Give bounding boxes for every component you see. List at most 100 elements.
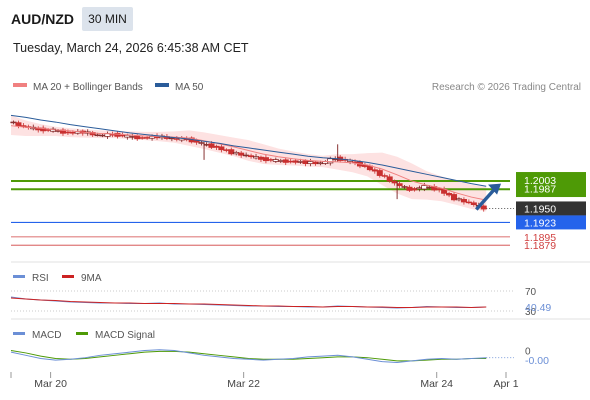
candle-body (312, 161, 319, 165)
level-label-bg-pivot (516, 215, 586, 230)
candle-body (470, 202, 477, 206)
x-tick-label: Mar 20 (34, 378, 67, 390)
candle-body (218, 146, 225, 151)
candle-body (119, 134, 126, 137)
candle-body (297, 161, 304, 163)
macd-panel: 0-0.00 (10, 347, 549, 367)
candle-body (203, 144, 210, 146)
x-tick-label: Mar 24 (420, 378, 453, 390)
level-label-resistance: 1.1987 (524, 183, 556, 195)
candle-body (238, 152, 245, 156)
candle-body (228, 149, 235, 155)
candle-body (168, 137, 175, 140)
candle-body (253, 156, 260, 159)
level-label-bg-resistance (516, 172, 586, 198)
candle-body (317, 162, 324, 165)
macd-signal-legend-swatch (76, 332, 88, 335)
level-label-support: 1.1879 (524, 240, 556, 252)
candle-body (223, 149, 230, 151)
macd-legend-label: MACD (32, 330, 61, 341)
candle-body (421, 185, 428, 190)
ma20-legend-label: MA 20 + Bollinger Bands (33, 82, 143, 93)
candle-body (465, 201, 472, 204)
ma50-legend-swatch (155, 83, 169, 87)
candle-body (20, 125, 27, 127)
candle-body (257, 156, 264, 160)
x-axis: Mar 20 Mar 22 Mar 24 Apr 1 (34, 372, 519, 390)
candle-body (401, 186, 408, 188)
candle-body (243, 154, 250, 157)
macd-line (10, 349, 487, 363)
chart-datetime: Tuesday, March 24, 2026 6:45:38 AM CET (13, 41, 249, 55)
level-label-pivot: 1.1923 (524, 217, 556, 229)
ma20-legend-swatch (13, 83, 27, 87)
candle-body (124, 134, 131, 138)
rsi-ma-legend-swatch (62, 275, 74, 278)
macd-current-value: -0.00 (525, 355, 549, 367)
candle-body (371, 169, 378, 172)
candle-body (391, 180, 398, 184)
candle-body (396, 183, 403, 187)
candle-body (277, 160, 284, 162)
candle-body (64, 131, 71, 134)
candle-body (198, 142, 205, 144)
candle-body (307, 161, 314, 165)
copyright-text: Research © 2026 Trading Central (432, 82, 581, 93)
candle-body (386, 176, 393, 182)
candle-body (381, 175, 388, 177)
candle-body (411, 188, 418, 191)
chart-header: AUD/NZD 30 MIN (0, 0, 590, 34)
candle-body (213, 145, 220, 148)
candle-body (287, 160, 294, 163)
rsi-level-label: 30 (525, 307, 537, 318)
rsi-ma-legend-label: 9MA (81, 273, 102, 284)
candle-body (94, 134, 101, 137)
macd-legend-swatch (13, 332, 25, 335)
candle-body (272, 159, 279, 162)
candle-body (233, 152, 240, 155)
candle-body (134, 135, 141, 140)
candle-body (451, 194, 458, 201)
candle-body (426, 186, 433, 189)
candle-body (327, 158, 334, 164)
forecast-arrow (474, 187, 497, 211)
candle-body (193, 140, 200, 143)
rsi-level-label: 70 (525, 287, 537, 298)
candle-body (55, 130, 62, 132)
rsi-ma-line (10, 297, 487, 309)
candle-body (15, 122, 22, 126)
candle-body (455, 198, 462, 201)
candle-body (376, 170, 383, 176)
rsi-legend-swatch (13, 275, 25, 278)
candle-body (480, 205, 487, 210)
ma20-line (10, 125, 487, 201)
candle-body (267, 159, 274, 161)
macd-signal-legend-label: MACD Signal (95, 330, 155, 341)
level-label-resistance: 1.2003 (524, 175, 556, 187)
candle-body (173, 138, 180, 140)
candle-body (248, 155, 255, 158)
ma50-legend-label: MA 50 (175, 82, 204, 93)
candle-body (446, 193, 453, 196)
candle-body (292, 160, 299, 163)
candle-body (45, 129, 52, 131)
interval-button[interactable]: 30 MIN (82, 7, 133, 31)
ma50-line (10, 114, 487, 187)
bollinger-band (11, 115, 487, 212)
candle-body (144, 137, 151, 139)
forecast-arrow-head (488, 183, 502, 195)
candle-body (208, 143, 215, 148)
candle-body (416, 187, 423, 190)
macd-level-label: 0 (525, 347, 531, 358)
candle-body (282, 159, 289, 163)
rsi-legend-label: RSI (32, 273, 49, 284)
candle-body (436, 188, 443, 191)
instrument-title: AUD/NZD (11, 11, 74, 27)
candle-body (10, 121, 17, 124)
candle-body (129, 136, 136, 138)
candle-body (460, 199, 467, 203)
candle-body (262, 157, 269, 162)
macd-signal-line (10, 350, 487, 362)
